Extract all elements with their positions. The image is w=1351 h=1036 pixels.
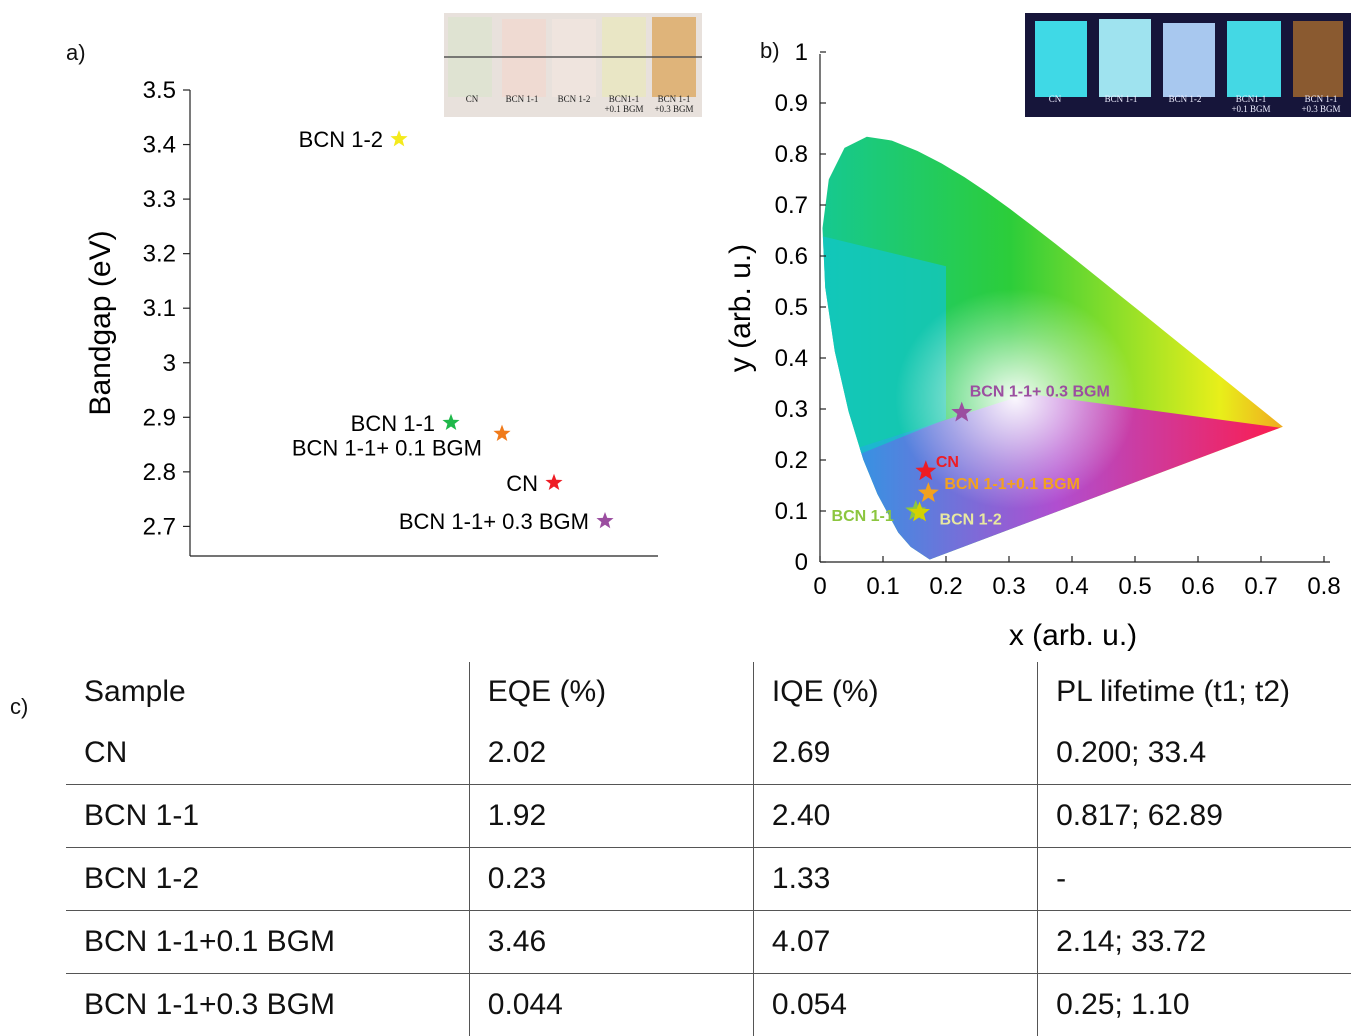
cie-x-tick-label: 0.6 — [1181, 573, 1214, 600]
bandgap-tick-label: 3 — [163, 350, 176, 377]
table-cell: 2.40 — [753, 785, 1037, 848]
bandgap-chart: 3.5 3.4 3.3 3.2 3.1 3 2.9 2.8 2.7 BCN 1-2 BCN 1-1… — [0, 0, 700, 600]
bandgap-tick-label: 3.2 — [143, 241, 176, 268]
cie-y-tick-label: 0.6 — [775, 243, 808, 270]
cie-x-tick-label: 0.2 — [929, 573, 962, 600]
cie-x-tick-label: 0.5 — [1118, 573, 1151, 600]
table-cell: BCN 1-1+0.3 BGM — [66, 974, 469, 1036]
bandgap-tick-label: 2.7 — [143, 513, 176, 540]
table-cell: 2.69 — [753, 722, 1037, 785]
table-cell: 1.92 — [469, 785, 753, 848]
table-cell: BCN 1-1 — [66, 785, 469, 848]
table-cell: - — [1038, 848, 1351, 911]
bandgap-point — [596, 512, 613, 528]
cie-point-label: BCN 1-2 — [940, 512, 1002, 529]
table-cell: 0.054 — [753, 974, 1037, 1036]
cie-x-tick-label: 0.1 — [866, 573, 899, 600]
cie-point-label: BCN 1-1+ 0.3 BGM — [970, 384, 1110, 401]
bandgap-point — [545, 474, 562, 490]
table-cell: 2.02 — [469, 722, 753, 785]
cie-y-tick-label: 0.4 — [775, 345, 808, 372]
bandgap-tick-label: 2.9 — [143, 404, 176, 431]
bandgap-point — [493, 425, 510, 441]
bandgap-point-label: BCN 1-2 — [299, 127, 383, 152]
bandgap-y-label: Bandgap (eV) — [84, 230, 117, 415]
cie-point-label: BCN 1-1 — [832, 508, 894, 525]
table-cell: 0.23 — [469, 848, 753, 911]
bandgap-tick-label: 3.1 — [143, 295, 176, 322]
cie-y-tick-label: 0.5 — [775, 294, 808, 321]
bandgap-tick-label: 3.3 — [143, 186, 176, 213]
cie-point-label: BCN 1-1+0.1 BGM — [944, 476, 1080, 493]
bandgap-tick-label: 2.8 — [143, 459, 176, 486]
cie-y-tick-label: 0.9 — [775, 90, 808, 117]
bandgap-point-label: BCN 1-1 — [351, 411, 435, 436]
bandgap-point — [442, 414, 459, 430]
cie-x-tick-label: 0.4 — [1055, 573, 1088, 600]
bandgap-point-label: BCN 1-1+ 0.1 BGM — [292, 436, 482, 461]
cie-y-tick-label: 0 — [795, 549, 808, 576]
table-cell: 1.33 — [753, 848, 1037, 911]
cie-x-tick-label: 0.3 — [992, 573, 1025, 600]
cie-x-tick-label: 0.7 — [1244, 573, 1277, 600]
cie-y-label: y (arb. u.) — [724, 244, 757, 372]
table-cell: 4.07 — [753, 911, 1037, 974]
table-cell: 0.817; 62.89 — [1038, 785, 1351, 848]
cie-y-tick-label: 0.8 — [775, 141, 808, 168]
cie-x-tick-label: 0.8 — [1307, 573, 1340, 600]
cie-y-tick-label: 1 — [795, 39, 808, 66]
table-header-row: Sample EQE (%) IQE (%) PL lifetime (t1; … — [66, 662, 1351, 722]
cie-chart: 0 0.1 0.2 0.3 0.4 0.5 0.6 0.7 0.8 0 0.1 0.2 0.3 0.4 0.… — [700, 0, 1351, 660]
cie-y-tick-label: 0.3 — [775, 396, 808, 423]
table-cell: BCN 1-1+0.1 BGM — [66, 911, 469, 974]
bandgap-tick-label: 3.5 — [143, 77, 176, 104]
cie-x-label: x (arb. u.) — [1009, 619, 1137, 652]
bandgap-tick-label: 3.4 — [143, 132, 176, 159]
header-sample: Sample — [66, 662, 469, 722]
table-cell: 0.044 — [469, 974, 753, 1036]
header-iqe: IQE (%) — [753, 662, 1037, 722]
table-cell: 3.46 — [469, 911, 753, 974]
cie-y-tick-label: 0.7 — [775, 192, 808, 219]
results-table: Sample EQE (%) IQE (%) PL lifetime (t1; … — [66, 662, 1351, 1036]
table-cell: CN — [66, 722, 469, 785]
bandgap-point-label: BCN 1-1+ 0.3 BGM — [399, 509, 589, 534]
cie-point-label: CN — [936, 454, 959, 471]
cie-x-tick-label: 0 — [813, 573, 826, 600]
panel-c-label: c) — [10, 694, 28, 720]
cie-y-tick-label: 0.1 — [775, 498, 808, 525]
table-cell: 2.14; 33.72 — [1038, 911, 1351, 974]
header-eqe: EQE (%) — [469, 662, 753, 722]
table-cell: 0.200; 33.4 — [1038, 722, 1351, 785]
cie-y-tick-label: 0.2 — [775, 447, 808, 474]
table-cell: BCN 1-2 — [66, 848, 469, 911]
header-pl-lifetime: PL lifetime (t1; t2) — [1038, 662, 1351, 722]
table-cell: 0.25; 1.10 — [1038, 974, 1351, 1036]
bandgap-point — [390, 130, 407, 146]
bandgap-point-label: CN — [506, 471, 538, 496]
